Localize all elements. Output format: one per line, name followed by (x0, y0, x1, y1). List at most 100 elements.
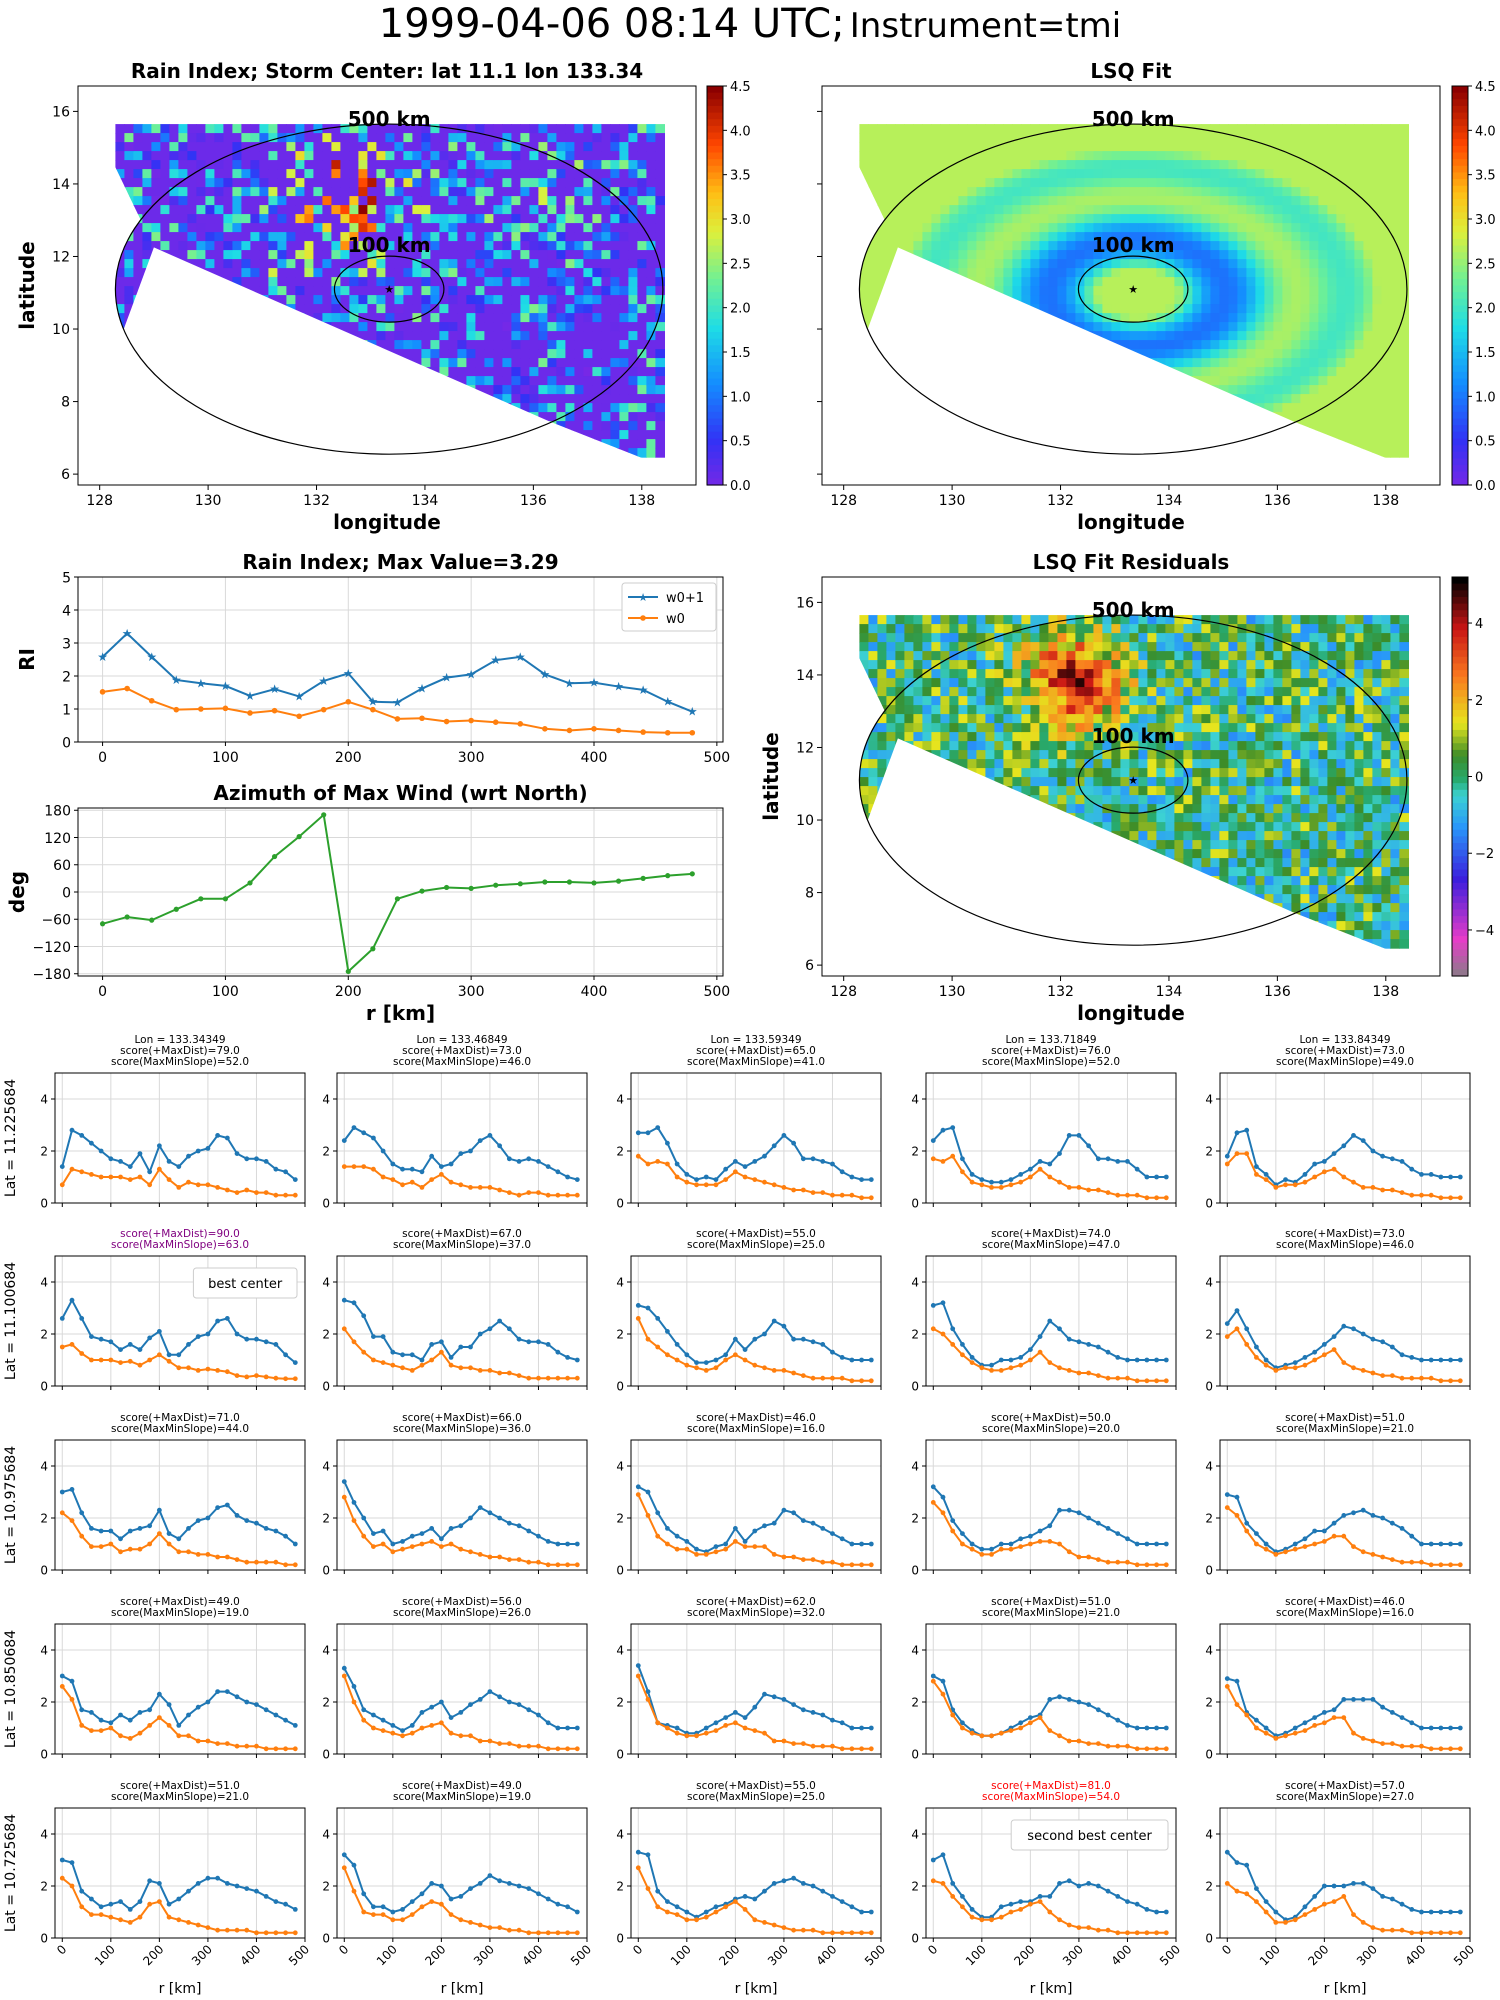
data-point (574, 1909, 580, 1915)
data-point (234, 1190, 240, 1195)
data-point (1154, 1725, 1159, 1731)
data-point (950, 1342, 956, 1347)
data-point (59, 1684, 65, 1689)
axes-frame (77, 576, 724, 743)
data-point (176, 1352, 182, 1358)
data-point (545, 1192, 551, 1198)
xtick-label: 300 (1354, 1942, 1380, 1968)
data-point (989, 1368, 994, 1373)
data-point (742, 1539, 748, 1544)
data-point (1037, 1528, 1043, 1534)
data-point (244, 1927, 250, 1933)
data-point (791, 1510, 797, 1516)
data-point (960, 1894, 965, 1899)
data-point (1341, 1143, 1347, 1149)
data-point (1037, 1334, 1043, 1339)
data-point (108, 1725, 114, 1731)
data-point (1438, 1378, 1444, 1384)
data-point-star: ★ (662, 695, 673, 709)
data-point (108, 1339, 114, 1345)
data-point (118, 1159, 123, 1164)
axes-frame (1219, 1807, 1471, 1939)
data-point (1302, 1904, 1308, 1910)
ytick-label: 2 (1205, 1696, 1213, 1710)
data-point (400, 1733, 405, 1739)
data-point (370, 706, 376, 713)
data-point (215, 1741, 221, 1746)
data-point (791, 1875, 797, 1881)
data-point (645, 1886, 651, 1891)
data-point (868, 1746, 874, 1752)
data-point (438, 1883, 444, 1889)
data-point (723, 1546, 729, 1552)
data-point (448, 1179, 454, 1185)
map-frame (821, 576, 1441, 977)
data-point (674, 1342, 680, 1347)
data-point (859, 1746, 864, 1752)
data-point (930, 1326, 936, 1332)
data-point (1263, 1362, 1269, 1368)
ytick-label: 4 (40, 1644, 48, 1658)
data-point (1360, 1368, 1366, 1373)
data-point (186, 1365, 191, 1371)
data-point (732, 1526, 738, 1531)
data-point (448, 1912, 454, 1917)
data-point (1351, 1544, 1356, 1549)
data-point (565, 1355, 570, 1360)
label-500km: 500 km (1092, 107, 1175, 131)
data-point (1134, 1192, 1140, 1198)
data-point (1302, 1536, 1308, 1542)
data-point (1076, 1554, 1082, 1560)
data-point (1457, 1378, 1463, 1384)
data-point (98, 1912, 104, 1917)
data-point (118, 1536, 123, 1542)
data-point (137, 1914, 143, 1920)
data-point-star: ★ (220, 679, 231, 693)
data-point (674, 1533, 680, 1539)
data-point (800, 1557, 806, 1562)
data-point (1428, 1725, 1434, 1731)
data-point (400, 1365, 405, 1371)
data-point (1095, 1741, 1101, 1746)
data-point (1428, 1909, 1434, 1915)
data-point (771, 1881, 777, 1886)
data-point (127, 1736, 133, 1741)
data-point (273, 1166, 279, 1172)
data-point (1095, 1344, 1101, 1350)
data-point (536, 1533, 541, 1539)
data-point (148, 697, 155, 704)
data-point (1438, 1357, 1444, 1363)
data-point (742, 1894, 748, 1899)
data-point (1076, 1185, 1082, 1190)
data-point (59, 1510, 65, 1516)
data-point (1351, 1133, 1356, 1138)
map-xtick-label: 136 (1264, 493, 1291, 509)
data-point (1457, 1357, 1463, 1363)
data-point (1254, 1541, 1259, 1547)
data-point (960, 1342, 965, 1347)
data-point (98, 1174, 104, 1180)
data-point (156, 1715, 162, 1720)
score-panel: 0 100 200 300 400 500024score(MaxMinSlope)=19… (322, 1780, 594, 1997)
data-point (762, 1331, 767, 1337)
data-point (166, 1177, 172, 1182)
data-point (640, 875, 646, 881)
panel-legend-box (192, 1267, 298, 1299)
data-point (341, 1673, 347, 1679)
data-point (419, 1169, 425, 1175)
data-point (989, 1552, 994, 1557)
data-point (477, 1331, 483, 1337)
data-point (839, 1899, 845, 1904)
data-point-star: ★ (97, 650, 108, 664)
data-point (1428, 1930, 1434, 1936)
axes-frame (925, 1072, 1177, 1204)
legend-label-w0: w0 (666, 612, 685, 627)
data-point (247, 710, 253, 716)
colorbar-tick-label: 2.0 (1475, 302, 1496, 317)
score-panel: 024score(MaxMinSlope)=49.0score(+MaxDist… (1205, 1034, 1471, 1211)
panel-legend-label: best center (208, 1277, 283, 1292)
data-point (1047, 1523, 1053, 1529)
data-point (1134, 1166, 1140, 1172)
data-point (684, 1546, 690, 1552)
axes-frame (54, 1623, 306, 1755)
